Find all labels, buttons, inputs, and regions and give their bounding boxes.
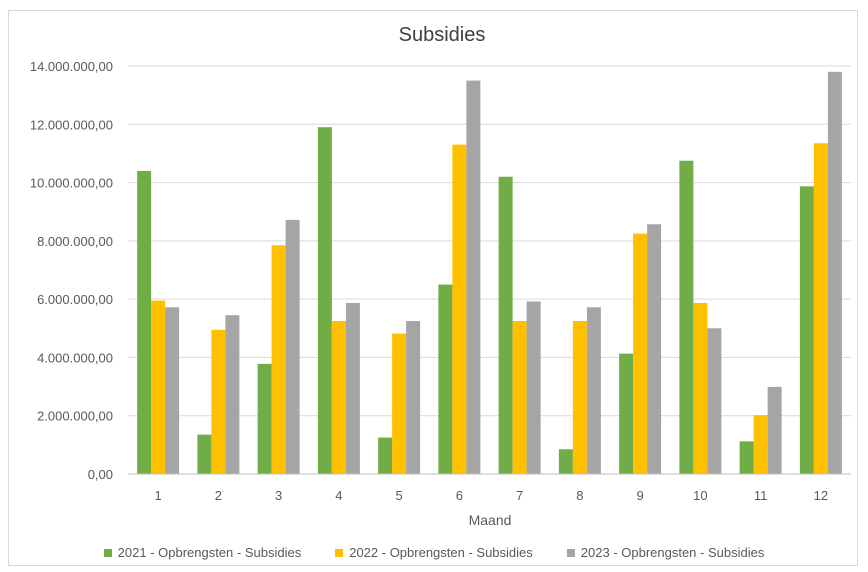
y-axis-tick-labels: 0,00 2.000.000,00 4.000.000,00 6.000.000,00… [30,59,113,482]
bar-2-5 [392,333,407,474]
y-tick-label: 0,00 [88,467,113,482]
legend: 2021 - Opbrengsten - Subsidies 2022 - Opb… [0,545,868,560]
legend-item: 2022 - Opbrengsten - Subsidies [335,545,533,560]
bar-1-4 [317,127,332,474]
bar-3-10 [707,328,722,474]
bar-1-2 [197,434,212,474]
x-axis-tick-labels: 1 2 3 4 5 6 7 8 9 10 11 12 [155,488,829,503]
bar-2-7 [512,321,527,474]
x-tick-label: 4 [335,488,342,503]
bar-1-6 [438,284,453,474]
legend-swatch [566,548,575,557]
x-tick-label: 1 [155,488,162,503]
y-tick-label: 10.000.000,00 [30,176,113,191]
legend-label: 2023 - Opbrengsten - Subsidies [580,545,765,560]
legend-swatch [335,548,344,557]
bar-3-3 [285,219,300,474]
bar-2-6 [452,144,467,474]
x-tick-label: 9 [637,488,644,503]
bar-2-10 [693,302,708,474]
bar-3-6 [466,80,481,475]
x-tick-label: 5 [396,488,403,503]
bar-2-9 [633,233,648,474]
bar-1-9 [619,353,634,474]
bar-2-4 [331,321,346,474]
y-tick-label: 6.000.000,00 [37,292,113,307]
bar-2-11 [753,415,768,474]
bar-2-3 [271,245,286,474]
y-tick-label: 14.000.000,00 [30,59,113,74]
bar-1-8 [558,449,573,474]
bar-1-1 [137,170,152,474]
x-axis-label: Maand [469,512,512,528]
x-tick-label: 8 [576,488,583,503]
y-tick-label: 12.000.000,00 [30,117,113,132]
x-tick-label: 7 [516,488,523,503]
x-tick-label: 12 [814,488,828,503]
x-tick-label: 11 [754,488,768,503]
legend-label: 2021 - Opbrengsten - Subsidies [117,545,302,560]
bar-3-11 [767,386,782,474]
bar-2-12 [813,143,828,474]
bar-2-2 [211,329,226,474]
chart-title: Subsidies [399,24,486,46]
bar-3-4 [345,302,360,474]
bar-2-1 [151,300,166,474]
legend-item: 2023 - Opbrengsten - Subsidies [566,545,765,560]
bar-3-8 [586,307,601,474]
bar-1-11 [739,441,754,474]
bar-3-5 [406,321,421,474]
legend-label: 2022 - Opbrengsten - Subsidies [349,545,533,560]
legend-item: 2021 - Opbrengsten - Subsidies [103,545,302,560]
y-tick-label: 2.000.000,00 [37,409,113,424]
bar-3-7 [526,301,541,474]
x-tick-label: 3 [275,488,282,503]
x-tick-label: 10 [693,488,707,503]
bar-2-8 [572,321,587,474]
gridlines [128,65,851,417]
bar-3-9 [647,224,662,474]
bar-1-12 [799,186,814,475]
bar-1-5 [378,437,393,474]
legend-swatch [103,548,112,557]
x-tick-label: 2 [215,488,222,503]
x-tick-label: 6 [456,488,463,503]
y-tick-label: 8.000.000,00 [37,234,113,249]
bar-1-7 [498,176,513,474]
y-tick-label: 4.000.000,00 [37,350,113,365]
bar-1-3 [257,363,272,474]
bar-3-2 [225,315,240,474]
bars [137,71,842,475]
bar-3-1 [165,307,180,474]
bar-1-10 [679,160,694,474]
bar-3-12 [827,71,842,474]
